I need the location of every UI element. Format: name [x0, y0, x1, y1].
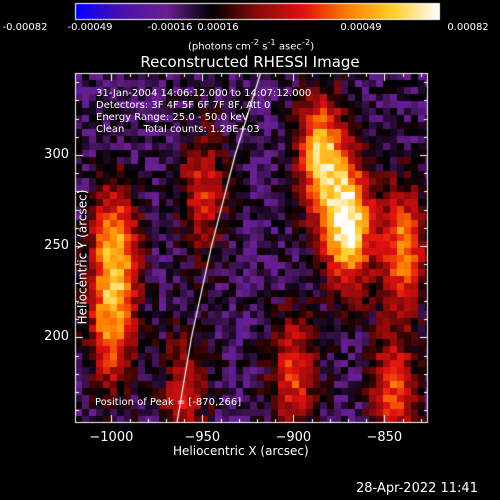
info-time-range: 31-Jan-2004 14:06:12.000 to 14:07:12.000: [96, 88, 312, 99]
info-detectors: Detectors: 3F 4F 5F 6F 7F 8F, Att 0: [96, 100, 271, 111]
y-tick-label: 200: [44, 329, 69, 345]
y-tick-label: 300: [44, 147, 69, 163]
y-tick-label: 250: [44, 238, 69, 254]
x-tick-label: −900: [275, 430, 312, 445]
colorbar-tick: -0.00082: [2, 22, 48, 33]
colorbar-tick: 0.00082: [447, 22, 489, 33]
info-counts: Clean Total counts: 1.28E+03: [96, 124, 260, 135]
x-tick-label: −1000: [89, 430, 134, 445]
colorbar-tick: 0.00049: [340, 22, 382, 33]
x-tick-label: −950: [184, 430, 221, 445]
y-axis-label: Heliocentric Y (arcsec): [75, 189, 90, 325]
x-axis-label: Heliocentric X (arcsec): [173, 444, 309, 458]
x-tick-label: −850: [366, 430, 403, 445]
timestamp: 28-Apr-2022 11:41: [356, 481, 478, 496]
chart-title: Reconstructed RHESSI Image: [140, 53, 360, 71]
colorbar-units: (photons cm-2 s-1 asec-2): [188, 37, 315, 53]
peak-position: Position of Peak = [-870,266]: [95, 397, 242, 408]
colorbar-tick: 0.00016: [197, 22, 239, 33]
colorbar-tick: -0.00016: [147, 22, 193, 33]
colorbar-tick: -0.00049: [67, 22, 113, 33]
info-energy-range: Energy Range: 25.0 - 50.0 keV: [96, 112, 249, 123]
